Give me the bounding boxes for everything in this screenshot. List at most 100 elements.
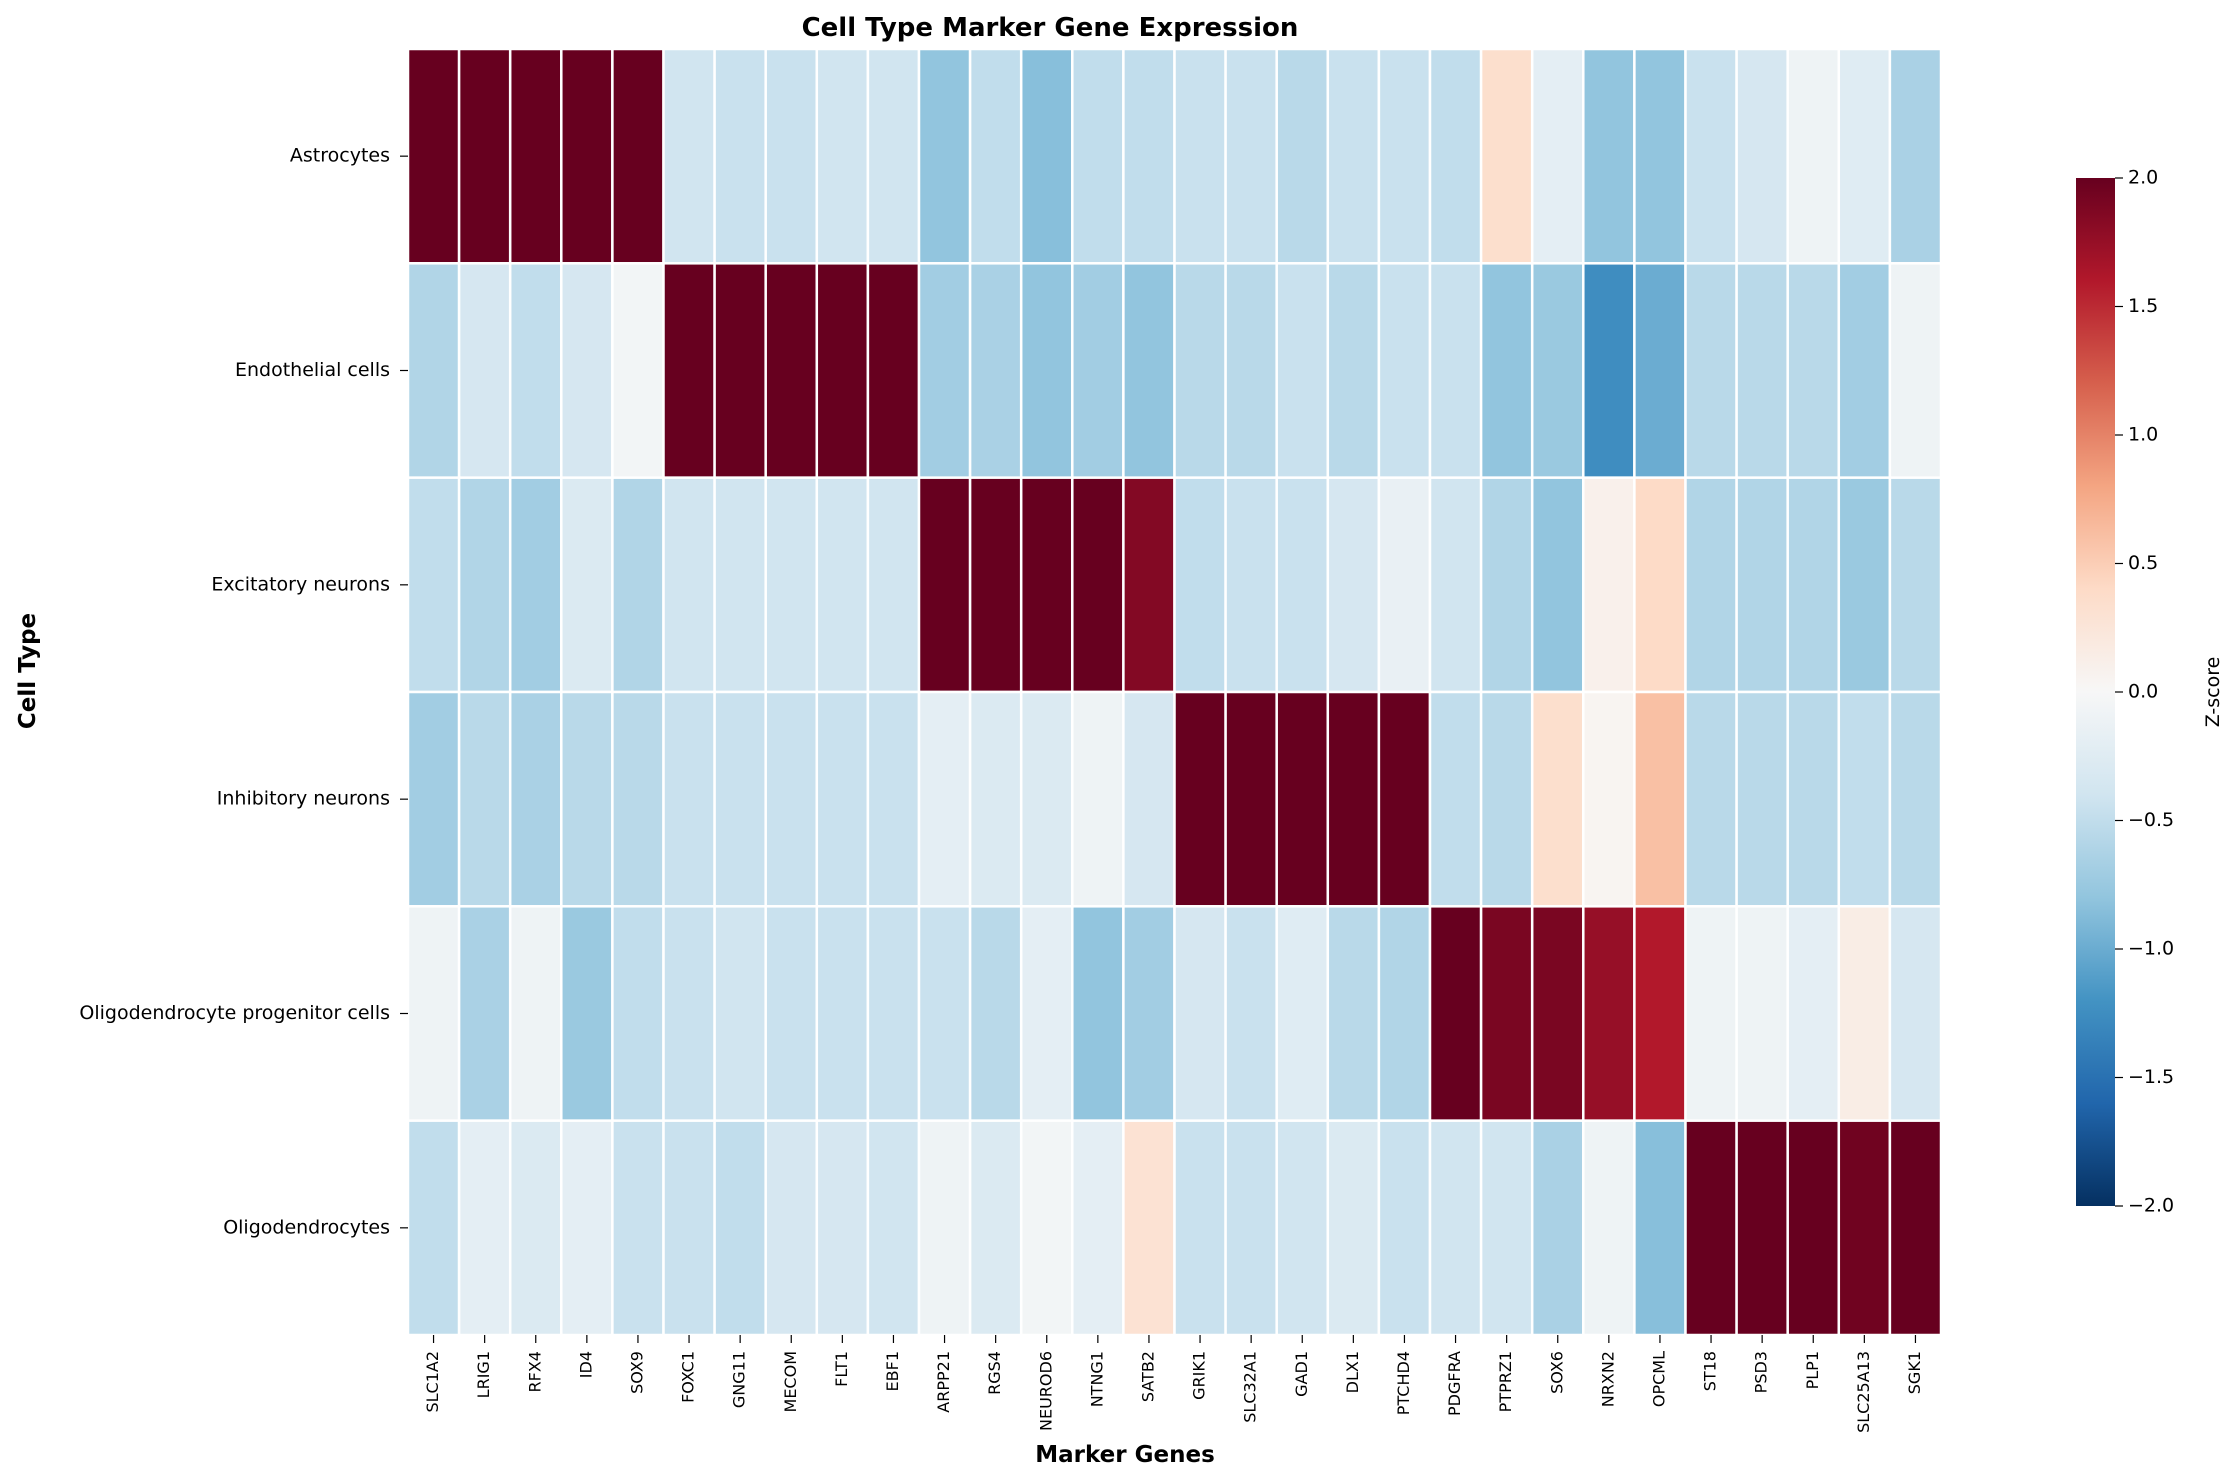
heatmap-cell-oligodendrocytes-gad1 [1275,1119,1330,1337]
heatmap-cell-inhibitory-neurons-ptprz1 [1479,690,1534,908]
heatmap-cell-endothelial-cells-gad1 [1275,262,1330,479]
heatmap-cell-oligodendrocyte-progenitor-cells-sox9 [611,905,665,1122]
heatmap-cell-excitatory-neurons-nrxn2 [1582,476,1636,694]
heatmap-cell-endothelial-cells-rfx4 [508,262,563,479]
heatmap-cell-oligodendrocyte-progenitor-cells-dlx1 [1326,905,1381,1122]
heatmap-cell-oligodendrocyte-progenitor-cells-lrig1 [457,905,512,1122]
heatmap-cell-inhibitory-neurons-foxc1 [662,690,716,908]
heatmap-cell-oligodendrocytes-pdgfra [1428,1119,1483,1337]
heatmap-cell-excitatory-neurons-slc32a1 [1224,476,1278,694]
heatmap-cell-inhibitory-neurons-st18 [1684,690,1738,908]
heatmap-cell-oligodendrocytes-satb2 [1122,1119,1176,1337]
heatmap-cell-excitatory-neurons-lrig1 [457,476,512,694]
heatmap-cell-excitatory-neurons-opcml [1633,476,1687,694]
heatmap-cell-astrocytes-rfx4 [508,47,563,265]
heatmap-cell-endothelial-cells-st18 [1684,262,1738,479]
heatmap-cell-oligodendrocyte-progenitor-cells-opcml [1633,905,1687,1122]
heatmap-cell-excitatory-neurons-flt1 [815,476,870,694]
heatmap-cell-astrocytes-grik1 [1173,47,1227,265]
heatmap-cell-oligodendrocyte-progenitor-cells-slc32a1 [1224,905,1278,1122]
heatmap-cell-inhibitory-neurons-slc32a1 [1224,690,1278,908]
column-label-opcml: OPCML [1649,1351,1668,1407]
column-label-pdgfra: PDGFRA [1445,1351,1464,1416]
heatmap-cell-oligodendrocyte-progenitor-cells-sox6 [1530,905,1585,1122]
heatmap-cell-oligodendrocytes-psd3 [1735,1119,1789,1337]
heatmap-cell-astrocytes-lrig1 [457,47,512,265]
heatmap-cell-endothelial-cells-opcml [1633,262,1687,479]
heatmap-cell-excitatory-neurons-psd3 [1735,476,1789,694]
heatmap-cell-excitatory-neurons-arpp21 [917,476,972,694]
heatmap-cell-oligodendrocyte-progenitor-cells-ntng1 [1071,905,1125,1122]
heatmap-cell-oligodendrocyte-progenitor-cells-pdgfra [1428,905,1483,1122]
heatmap-cell-excitatory-neurons-mecom [764,476,819,694]
colorbar-tick-label: 2.0 [2128,167,2158,189]
heatmap-cell-astrocytes-rgs4 [968,47,1023,265]
heatmap-cell-astrocytes-opcml [1633,47,1687,265]
x-axis-label: Marker Genes [1035,1442,1215,1468]
heatmap-cell-endothelial-cells-flt1 [815,262,870,479]
heatmap-cell-inhibitory-neurons-slc25a13 [1837,690,1892,908]
heatmap-cell-astrocytes-arpp21 [917,47,972,265]
heatmap-cell-oligodendrocytes-ptchd4 [1377,1119,1432,1337]
heatmap-cell-oligodendrocyte-progenitor-cells-gng11 [713,905,767,1122]
column-labels: SLC1A2 LRIG1 RFX4 ID4 SOX9 FOXC1 GNG11 MECOM FLT… [423,1335,1924,1433]
heatmap-cell-oligodendrocytes-flt1 [815,1119,870,1337]
heatmap-cell-endothelial-cells-slc32a1 [1224,262,1278,479]
heatmap-cell-astrocytes-slc32a1 [1224,47,1278,265]
heatmap-cell-oligodendrocyte-progenitor-cells-gad1 [1275,905,1330,1122]
heatmap-cell-endothelial-cells-mecom [764,262,819,479]
heatmap-cell-endothelial-cells-lrig1 [457,262,512,479]
column-label-ntng1: NTNG1 [1087,1351,1106,1407]
heatmap-cell-astrocytes-ptchd4 [1377,47,1432,265]
heatmap-cell-astrocytes-psd3 [1735,47,1789,265]
heatmap-cell-astrocytes-mecom [764,47,819,265]
heatmap-cell-endothelial-cells-satb2 [1122,262,1176,479]
heatmap-cell-astrocytes-dlx1 [1326,47,1381,265]
column-label-gng11: GNG11 [730,1351,749,1408]
row-label-endothelial-cells: Endothelial cells [235,359,390,381]
row-labels: Astrocytes Endothelial cells Excitatory ne… [79,145,408,1238]
column-label-gad1: GAD1 [1292,1351,1311,1397]
column-label-sox9: SOX9 [627,1351,646,1394]
heatmap-cell-inhibitory-neurons-gng11 [713,690,767,908]
colorbar-ticks: 2.0 1.5 1.0 0.5 0.0 −0.5 −1.0 −1.5 −2.0 [2115,167,2174,1217]
heatmap-cell-endothelial-cells-psd3 [1735,262,1789,479]
heatmap-cell-inhibitory-neurons-grik1 [1173,690,1227,908]
heatmap-cell-inhibitory-neurons-rgs4 [968,690,1023,908]
heatmap-cell-excitatory-neurons-foxc1 [662,476,716,694]
heatmap-cell-oligodendrocytes-sox9 [611,1119,665,1337]
column-label-lrig1: LRIG1 [474,1351,493,1398]
column-label-id4: ID4 [576,1351,595,1378]
heatmap-cell-inhibitory-neurons-sox6 [1530,690,1585,908]
heatmap-cell-excitatory-neurons-gng11 [713,476,767,694]
column-label-arpp21: ARPP21 [934,1351,953,1413]
heatmap-cell-astrocytes-nrxn2 [1582,47,1636,265]
heatmap-cell-oligodendrocytes-ebf1 [866,1119,921,1337]
heatmap-cell-oligodendrocyte-progenitor-cells-slc25a13 [1837,905,1892,1122]
column-label-rgs4: RGS4 [985,1351,1004,1395]
column-label-foxc1: FOXC1 [679,1351,698,1403]
column-label-ptprz1: PTPRZ1 [1496,1351,1515,1412]
heatmap-cell-astrocytes-foxc1 [662,47,716,265]
column-label-satb2: SATB2 [1138,1351,1157,1402]
heatmap-cell-excitatory-neurons-ptchd4 [1377,476,1432,694]
colorbar-tick-label: −2.0 [2128,1195,2174,1217]
colorbar-tick-label: 0.5 [2128,552,2158,574]
heatmap-cell-endothelial-cells-plp1 [1786,262,1841,479]
heatmap-cell-inhibitory-neurons-arpp21 [917,690,972,908]
column-label-slc1a2: SLC1A2 [423,1351,442,1413]
heatmap-cell-excitatory-neurons-ptprz1 [1479,476,1534,694]
heatmap-cell-astrocytes-ptprz1 [1479,47,1534,265]
column-label-dlx1: DLX1 [1343,1351,1362,1393]
heatmap-cell-oligodendrocytes-rgs4 [968,1119,1023,1337]
heatmap-cell-endothelial-cells-dlx1 [1326,262,1381,479]
heatmap-cell-inhibitory-neurons-dlx1 [1326,690,1381,908]
heatmap-cell-oligodendrocytes-slc1a2 [406,1119,461,1337]
colorbar-tick-label: 1.0 [2128,424,2158,446]
heatmap-cell-inhibitory-neurons-gad1 [1275,690,1330,908]
heatmap-cell-oligodendrocytes-nrxn2 [1582,1119,1636,1337]
heatmap-cell-oligodendrocytes-st18 [1684,1119,1738,1337]
heatmap-cell-excitatory-neurons-dlx1 [1326,476,1381,694]
column-label-st18: ST18 [1701,1351,1720,1391]
row-label-inhibitory-neurons: Inhibitory neurons [217,788,390,810]
